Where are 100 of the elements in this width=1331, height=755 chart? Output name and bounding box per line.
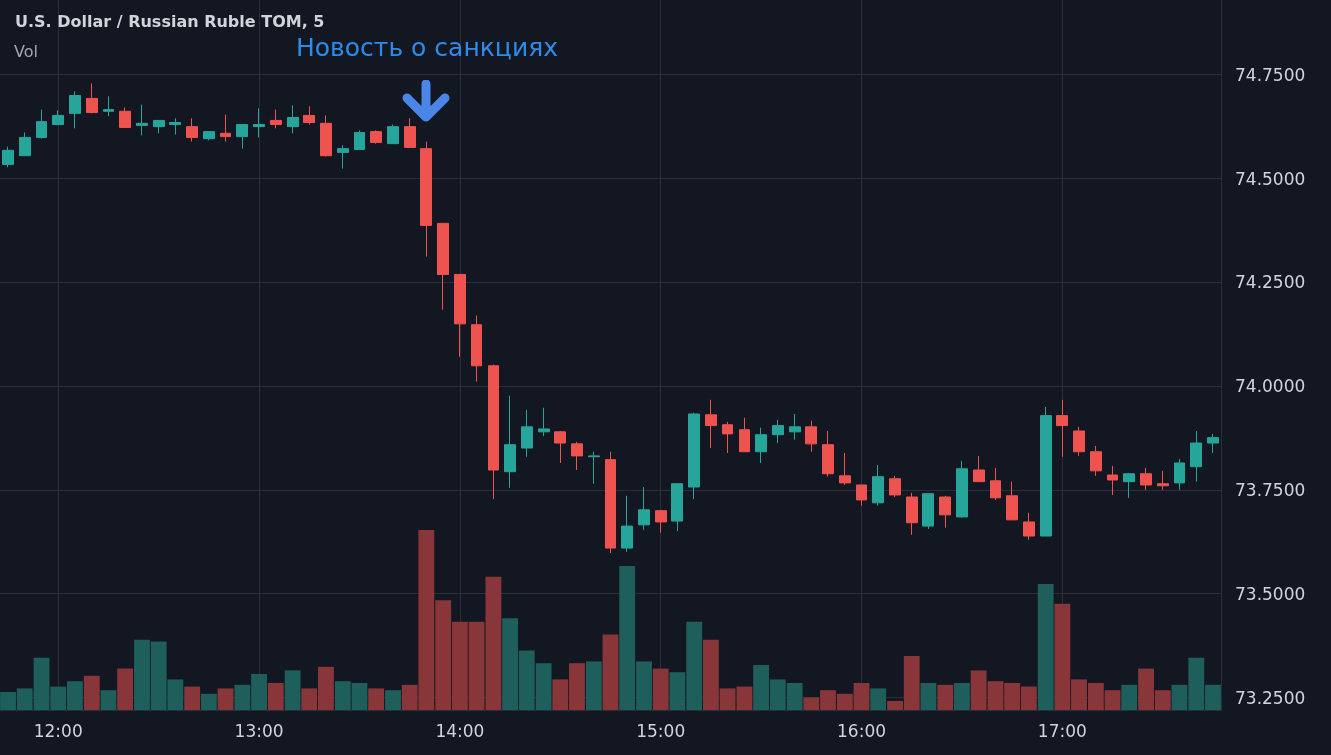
candlestick (1140, 467, 1152, 491)
candlestick (1006, 481, 1018, 521)
candlestick (605, 451, 616, 554)
candlestick (337, 144, 349, 170)
candlestick (236, 124, 248, 150)
x-tick-label: 12:00 (33, 720, 83, 741)
candlestick (571, 441, 583, 471)
candlestick (370, 129, 382, 145)
candlestick (488, 364, 499, 500)
text: Vol (14, 41, 38, 61)
bar (385, 690, 401, 710)
y-tick-label: 74.2500 (1235, 272, 1306, 293)
candlestick (270, 109, 282, 129)
candlestick (186, 117, 198, 143)
bar (1037, 584, 1054, 710)
candlestick (471, 315, 482, 383)
candlestick (19, 131, 31, 157)
candlestick (253, 107, 265, 138)
candlestick (1207, 433, 1219, 454)
bar (1121, 684, 1138, 710)
candlestick (1090, 445, 1102, 477)
bar (184, 686, 201, 710)
bar (217, 688, 234, 710)
candlestick (939, 495, 951, 529)
candlestick (1123, 472, 1135, 499)
y-tick-label: 73.5000 (1235, 583, 1306, 604)
text: U.S. Dollar / Russian Ruble TOM, 5 (15, 11, 325, 31)
bar (267, 683, 284, 710)
candlestick (772, 419, 784, 444)
candlestick (538, 407, 550, 437)
candlestick (119, 107, 131, 128)
candlestick (504, 395, 516, 489)
x-tick-label: 17:00 (1037, 720, 1087, 741)
bar (870, 688, 887, 710)
bar (83, 675, 100, 710)
bar (485, 576, 502, 710)
candlestick (320, 114, 332, 158)
candlestick (420, 141, 432, 258)
candlestick (303, 105, 315, 126)
candlestick (404, 117, 416, 148)
bar (585, 661, 602, 710)
candlestick (789, 413, 801, 441)
bar (100, 690, 117, 710)
bar (920, 683, 937, 710)
candlestick (103, 95, 114, 117)
bar (736, 686, 753, 710)
annotation: Новость о санкциях (296, 33, 558, 62)
candlestick (638, 486, 650, 531)
candlestick (169, 117, 181, 136)
candlestick (1157, 470, 1169, 491)
bar (200, 693, 217, 710)
bar (954, 683, 970, 710)
candlestick (655, 510, 667, 534)
candlestick (839, 452, 851, 486)
candlestick (822, 430, 834, 478)
candlestick (705, 399, 717, 449)
candlestick (354, 129, 365, 150)
x-tick-label: 14:00 (435, 720, 485, 741)
y-tick-label: 74.7500 (1235, 64, 1306, 85)
candlestick (2, 146, 14, 168)
candlestick (36, 109, 47, 140)
candlestick (671, 483, 683, 532)
candlestick (69, 90, 81, 129)
candlestick (1023, 512, 1035, 541)
candlestick (136, 104, 148, 136)
bar (602, 634, 619, 710)
candlestick (521, 409, 533, 458)
y-tick-label: 73.2500 (1235, 687, 1306, 708)
candlestick (454, 273, 466, 358)
candlestick (1107, 465, 1118, 496)
candlestick (856, 484, 867, 507)
candlestick (805, 420, 817, 453)
bar (937, 684, 954, 710)
candlestick (554, 430, 566, 464)
candlestick (973, 455, 985, 483)
candlestick (722, 421, 733, 454)
candlestick (688, 412, 700, 500)
candlestick (906, 492, 918, 536)
bar (117, 668, 134, 710)
bar (652, 668, 669, 710)
candlestick (956, 460, 968, 519)
candlestick (922, 493, 934, 530)
x-tick-label: 13:00 (234, 720, 284, 741)
candlestick (153, 119, 165, 134)
y-tick-label: 74.0000 (1235, 376, 1306, 397)
candlestick (287, 104, 299, 134)
candlestick (588, 451, 600, 485)
candlestick (872, 464, 884, 507)
candlestick (52, 109, 64, 126)
candlestick (1073, 426, 1085, 457)
y-tick-label: 74.5000 (1235, 168, 1306, 189)
bar (368, 688, 385, 710)
candlestick (755, 427, 767, 464)
candlestick (621, 495, 633, 553)
y-tick-label: 73.7500 (1235, 479, 1306, 500)
x-tick-label: 16:00 (837, 720, 887, 741)
bar (284, 670, 301, 710)
candlestick (86, 82, 98, 114)
candlestick (1174, 458, 1185, 491)
candlestick (387, 124, 399, 145)
